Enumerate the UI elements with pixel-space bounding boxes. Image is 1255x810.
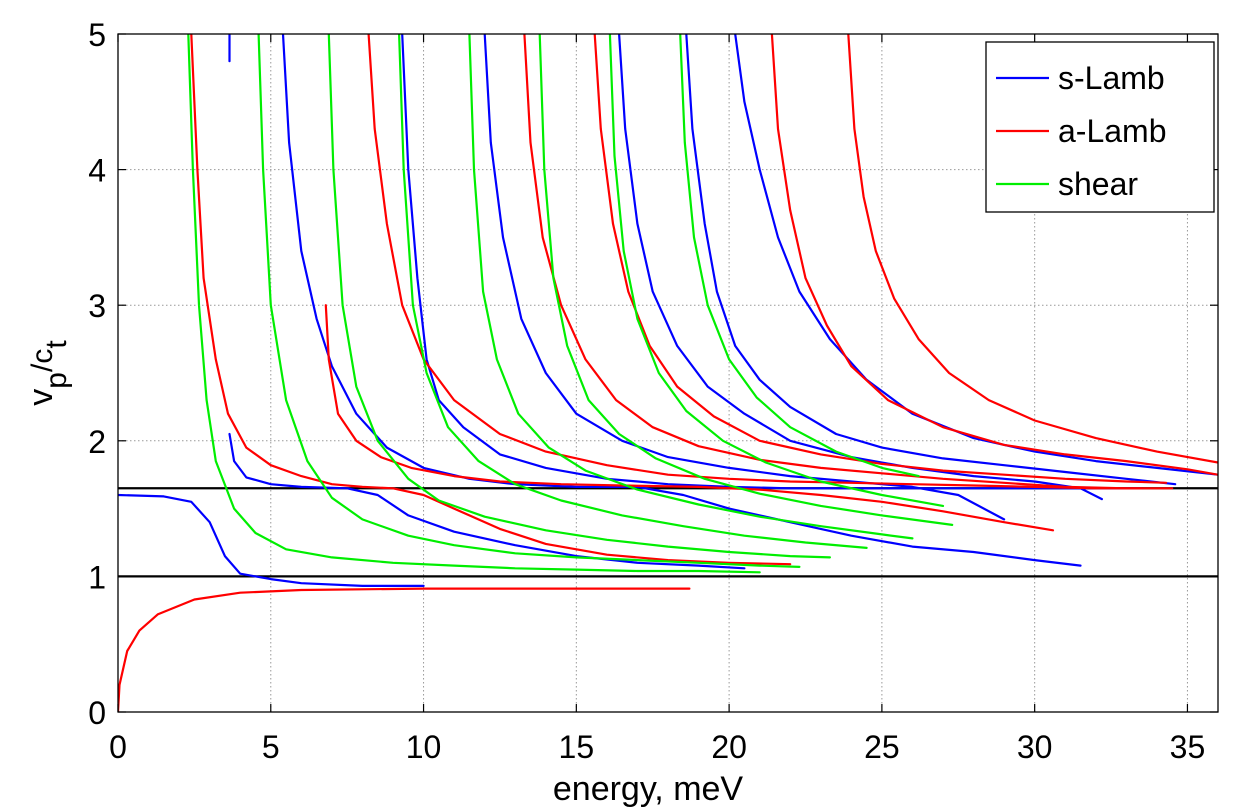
x-tick-label: 10	[406, 729, 442, 765]
x-tick-labels: 0 5 10 15 20 25 30 35	[109, 729, 1205, 765]
x-tick-label: 25	[864, 729, 900, 765]
y-tick-label: 0	[88, 695, 106, 731]
legend-label-a-lamb: a-Lamb	[1058, 113, 1167, 149]
series-shear-curve	[608, 34, 945, 507]
x-tick-label: 0	[109, 729, 127, 765]
series-a-lamb-curve	[367, 34, 1143, 490]
series-s-lamb-curve	[685, 34, 1177, 486]
y-axis-label-part: v	[22, 389, 60, 406]
series-a-lamb-curve	[324, 304, 1055, 532]
y-axis-label-text: vp/ct	[22, 340, 73, 406]
y-axis-label-part: t	[40, 340, 73, 349]
y-axis-label: vp/ct	[22, 340, 73, 406]
series-shear-curve	[257, 34, 801, 569]
series-s-lamb-curve	[401, 34, 1143, 490]
y-tick-label: 5	[88, 17, 106, 53]
series-shear-curve	[398, 34, 868, 550]
y-tick-labels: 0 1 2 3 4 5	[88, 17, 106, 731]
series-s-lamb-curve	[483, 34, 1006, 521]
series-shear-curve	[327, 34, 832, 559]
legend-label-shear: shear	[1058, 166, 1138, 202]
series-shear-curve	[187, 34, 761, 574]
legend-label-s-lamb: s-Lamb	[1058, 60, 1165, 96]
series-a-lamb-curve	[593, 34, 1168, 484]
y-tick-label: 4	[88, 153, 106, 189]
legend: s-Lamb a-Lamb shear	[985, 41, 1215, 213]
x-tick-label: 20	[711, 729, 747, 765]
x-axis-label: energy, meV	[553, 770, 744, 808]
x-tick-label: 15	[559, 729, 595, 765]
x-tick-label: 5	[262, 729, 280, 765]
series-s-lamb-curve	[617, 34, 1104, 501]
x-tick-label: 30	[1017, 729, 1053, 765]
series-a-lamb-curve	[190, 34, 792, 566]
data-curves	[118, 34, 1218, 712]
series-shear-curve	[679, 34, 920, 478]
series-shear-curve	[538, 34, 954, 527]
series-s-lamb-curve	[118, 493, 425, 588]
series-s-lamb-curve	[281, 34, 1082, 567]
x-tick-label: 35	[1170, 729, 1206, 765]
series-a-lamb-curve	[847, 34, 1218, 464]
series-a-lamb-curve	[118, 587, 691, 712]
y-tick-label: 2	[88, 424, 106, 460]
series-a-lamb-curve	[770, 34, 1218, 476]
y-tick-label: 3	[88, 288, 106, 324]
y-axis-label-part: p	[40, 372, 73, 389]
series-shear-curve	[468, 34, 914, 540]
y-tick-label: 1	[88, 559, 106, 595]
plot-frame	[117, 33, 1219, 713]
y-axis-label-part: /c	[26, 349, 59, 372]
series-s-lamb-curve	[228, 432, 746, 570]
axis-ticks	[117, 33, 1218, 713]
